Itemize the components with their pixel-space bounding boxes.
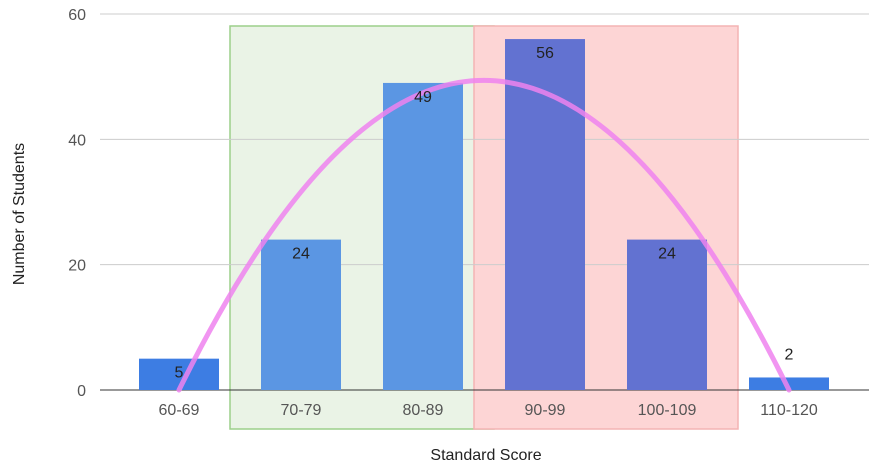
bar-110-120 (749, 377, 829, 390)
trend-curve (176, 77, 792, 393)
x-tick-100-109: 100-109 (638, 402, 697, 419)
y-axis-ticks: 0 20 40 60 (68, 7, 86, 400)
bar-80-89 (383, 82, 463, 390)
x-tick-110-120: 110-120 (760, 402, 818, 419)
trend-curve-group (176, 77, 792, 393)
y-tick-0: 0 (77, 383, 86, 400)
bar-90-99 (505, 39, 585, 391)
y-tick-60: 60 (68, 7, 86, 24)
x-tick-70-79: 70-79 (281, 402, 322, 419)
y-tick-40: 40 (68, 132, 86, 149)
y-tick-20: 20 (68, 258, 86, 275)
data-label-100-109: 24 (658, 246, 676, 263)
data-labels: 5 24 49 56 24 2 (175, 45, 794, 382)
x-axis-title: Standard Score (430, 447, 541, 464)
data-label-60-69: 5 (175, 365, 184, 382)
grid-lines (100, 13, 869, 391)
x-axis-ticks: 60-69 70-79 80-89 90-99 100-109 110-120 (159, 402, 818, 419)
data-label-110-120: 2 (785, 346, 794, 363)
bar-100-109 (627, 239, 707, 390)
data-label-90-99: 56 (536, 45, 554, 62)
data-label-70-79: 24 (292, 246, 310, 263)
y-axis-title: Number of Students (11, 143, 28, 285)
data-label-80-89: 49 (414, 89, 432, 106)
x-tick-60-69: 60-69 (159, 402, 200, 419)
bar-70-79 (261, 239, 341, 390)
x-tick-90-99: 90-99 (525, 402, 566, 419)
x-tick-80-89: 80-89 (403, 402, 444, 419)
bars (139, 39, 829, 391)
